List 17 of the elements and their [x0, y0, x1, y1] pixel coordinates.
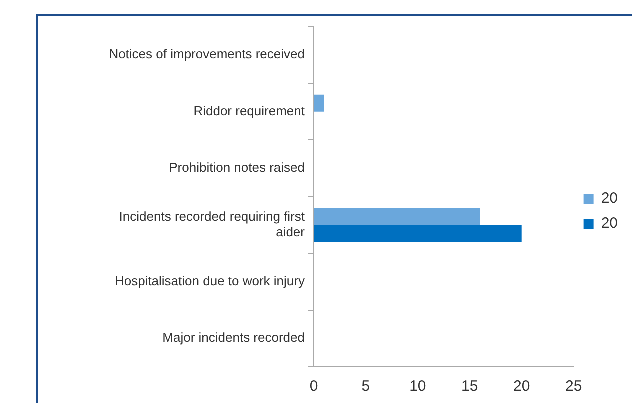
x-tick-label: 0: [310, 378, 318, 396]
y-tick-label: Riddor requirement: [194, 103, 306, 118]
y-tick-label: Incidents recorded requiring first aider: [119, 209, 306, 240]
x-tick-label: 15: [462, 378, 478, 396]
bar: [314, 208, 480, 226]
y-tick-label: Notices of improvements received: [109, 46, 305, 62]
x-tick-label: 20: [514, 378, 530, 396]
bar: [314, 225, 522, 242]
legend-label: 20: [601, 215, 618, 232]
x-tick-label: 25: [565, 378, 582, 396]
x-tick-label: 5: [362, 378, 370, 396]
legend-label: 20: [601, 190, 618, 208]
x-tick-label: 10: [410, 378, 426, 396]
y-tick-label: Prohibition notes raised: [169, 160, 305, 176]
y-tick-label: Major incidents recorded: [162, 330, 305, 346]
y-tick-label: Hospitalisation due to work injury: [114, 274, 306, 289]
bar: [314, 94, 324, 112]
